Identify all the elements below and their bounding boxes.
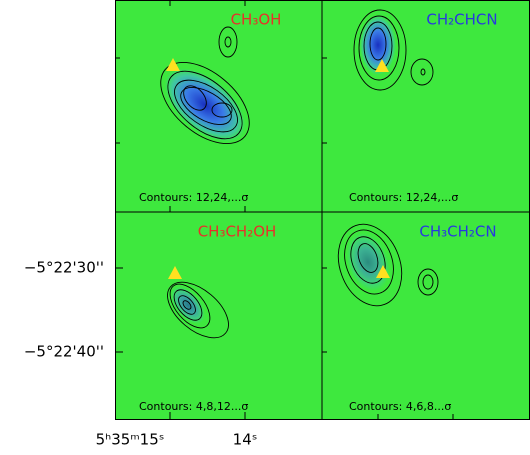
contour-map xyxy=(167,266,229,339)
contour-caption: Contours: 4,6,8...σ xyxy=(349,400,451,413)
axis-ticks xyxy=(115,0,454,420)
y-tick-label: −5°22'30'' xyxy=(24,259,104,277)
molecule-label: CH₃CH₂CN xyxy=(419,223,496,241)
contour-caption: Contours: 12,24,...σ xyxy=(349,191,458,204)
y-tick-label: −5°22'40'' xyxy=(24,343,104,361)
x-tick-label: 5ʰ35ᵐ15ˢ xyxy=(96,431,165,449)
contour-map xyxy=(337,223,439,307)
contour-caption: Contours: 4,8,12...σ xyxy=(139,400,248,413)
contour-map xyxy=(160,26,250,145)
contour-caption: Contours: 12,24,...σ xyxy=(139,191,248,204)
x-tick-label: 14ˢ xyxy=(233,431,258,449)
contour-map xyxy=(353,9,434,91)
molecule-label: CH₃CH₂OH xyxy=(198,223,277,241)
molecule-label: CH₂CHCN xyxy=(426,11,497,29)
molecule-label: CH₃OH xyxy=(231,11,282,29)
